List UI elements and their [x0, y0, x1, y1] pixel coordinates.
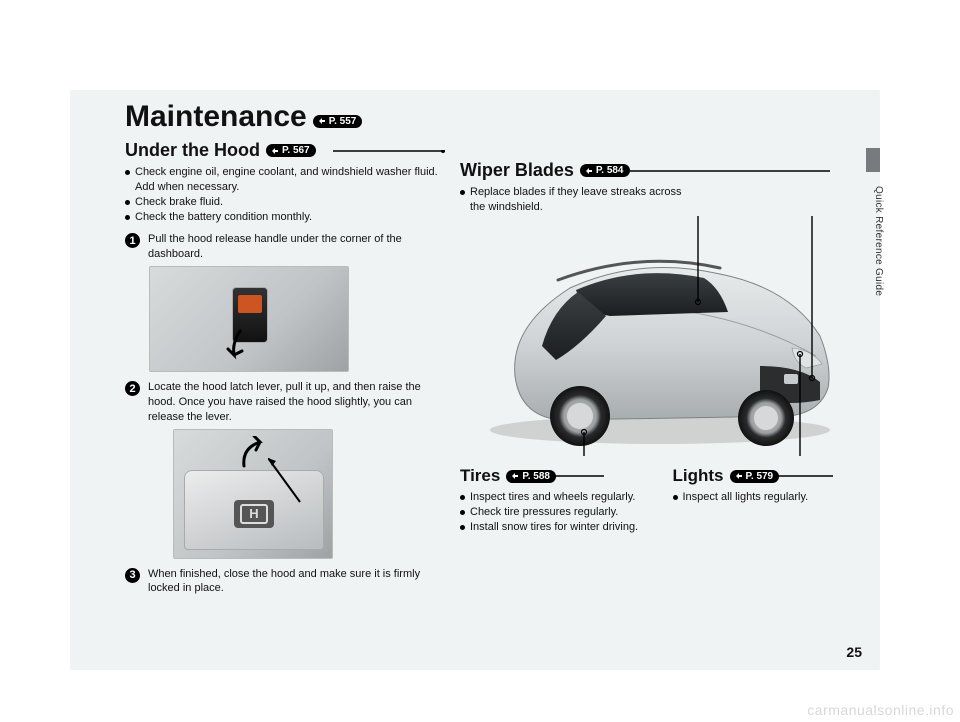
- bullet-item: Inspect all lights regularly.: [673, 490, 856, 505]
- right-column: Wiper Blades P. 584 Replace blades if th…: [460, 160, 855, 223]
- wiper-ref-text: P. 584: [596, 165, 624, 176]
- hand-icon: [584, 166, 594, 176]
- rule-line: [554, 475, 604, 485]
- lights-ref-text: P. 579: [746, 471, 774, 482]
- wiper-bullets: Replace blades if they leave streaks acr…: [460, 185, 690, 215]
- hand-icon: [270, 146, 280, 156]
- hood-latch-photo: H: [173, 429, 333, 559]
- lights-title: Lights: [673, 466, 724, 486]
- content-area: Maintenance P. 557 Under the Hood P. 567: [125, 100, 855, 660]
- manual-page: Quick Reference Guide 25 Maintenance P. …: [70, 90, 880, 670]
- wiper-ref-pill: P. 584: [580, 164, 630, 177]
- step-number-3: 3: [125, 568, 140, 583]
- bullet-item: Replace blades if they leave streaks acr…: [460, 185, 690, 215]
- under-hood-ref-pill: P. 567: [266, 144, 316, 157]
- vehicle-illustration: [460, 216, 855, 456]
- tires-bullets: Inspect tires and wheels regularly. Chec…: [460, 490, 643, 535]
- step-text: Locate the hood latch lever, pull it up,…: [148, 380, 445, 425]
- callout-line: [268, 458, 308, 508]
- left-column: Under the Hood P. 567 Check engine oil, …: [125, 140, 445, 600]
- main-ref-text: P. 557: [329, 116, 357, 127]
- tires-title: Tires: [460, 466, 500, 486]
- watermark: carmanualsonline.info: [807, 702, 954, 718]
- lights-bullets: Inspect all lights regularly.: [673, 490, 856, 505]
- under-hood-bullets: Check engine oil, engine coolant, and wi…: [125, 165, 445, 224]
- step-number-2: 2: [125, 381, 140, 396]
- lights-section: Lights P. 579 Inspect all lights regular…: [673, 466, 856, 543]
- bullet-item: Install snow tires for winter driving.: [460, 520, 643, 535]
- bullet-item: Check engine oil, engine coolant, and wi…: [125, 165, 445, 195]
- step-row: 2 Locate the hood latch lever, pull it u…: [125, 380, 445, 425]
- bullet-item: Inspect tires and wheels regularly.: [460, 490, 643, 505]
- hand-icon: [317, 116, 327, 126]
- lights-ref-pill: P. 579: [730, 470, 780, 483]
- under-hood-heading: Under the Hood P. 567: [125, 140, 445, 161]
- rule-line: [630, 170, 830, 182]
- under-hood-title: Under the Hood: [125, 140, 260, 161]
- logo-badge: H: [240, 504, 268, 524]
- bullet-item: Check the battery condition monthly.: [125, 210, 445, 225]
- side-tab: [866, 148, 880, 172]
- tires-section: Tires P. 588 Inspect tires and wheels re…: [460, 466, 643, 543]
- main-title-row: Maintenance P. 557: [125, 100, 855, 142]
- bullet-item: Check brake fluid.: [125, 195, 445, 210]
- rule-line: [777, 475, 833, 485]
- step-row: 3 When finished, close the hood and make…: [125, 567, 445, 597]
- tires-ref-text: P. 588: [522, 471, 550, 482]
- arrow-icon: [224, 327, 256, 363]
- main-ref-pill: P. 557: [313, 115, 363, 128]
- hood-release-photo: [149, 266, 349, 372]
- lower-sections: Tires P. 588 Inspect tires and wheels re…: [460, 466, 855, 543]
- step-text: When finished, close the hood and make s…: [148, 567, 445, 597]
- hand-icon: [510, 471, 520, 481]
- lights-heading: Lights P. 579: [673, 466, 856, 486]
- hand-icon: [734, 471, 744, 481]
- step-text: Pull the hood release handle under the c…: [148, 232, 445, 262]
- step-row: 1 Pull the hood release handle under the…: [125, 232, 445, 262]
- rule-line: [333, 150, 445, 162]
- step-number-1: 1: [125, 233, 140, 248]
- page-title: Maintenance: [125, 100, 307, 134]
- under-hood-ref-text: P. 567: [282, 145, 310, 156]
- bullet-item: Check tire pressures regularly.: [460, 505, 643, 520]
- tires-ref-pill: P. 588: [506, 470, 556, 483]
- tires-heading: Tires P. 588: [460, 466, 643, 486]
- wiper-title: Wiper Blades: [460, 160, 574, 181]
- side-guide-label: Quick Reference Guide: [868, 186, 884, 346]
